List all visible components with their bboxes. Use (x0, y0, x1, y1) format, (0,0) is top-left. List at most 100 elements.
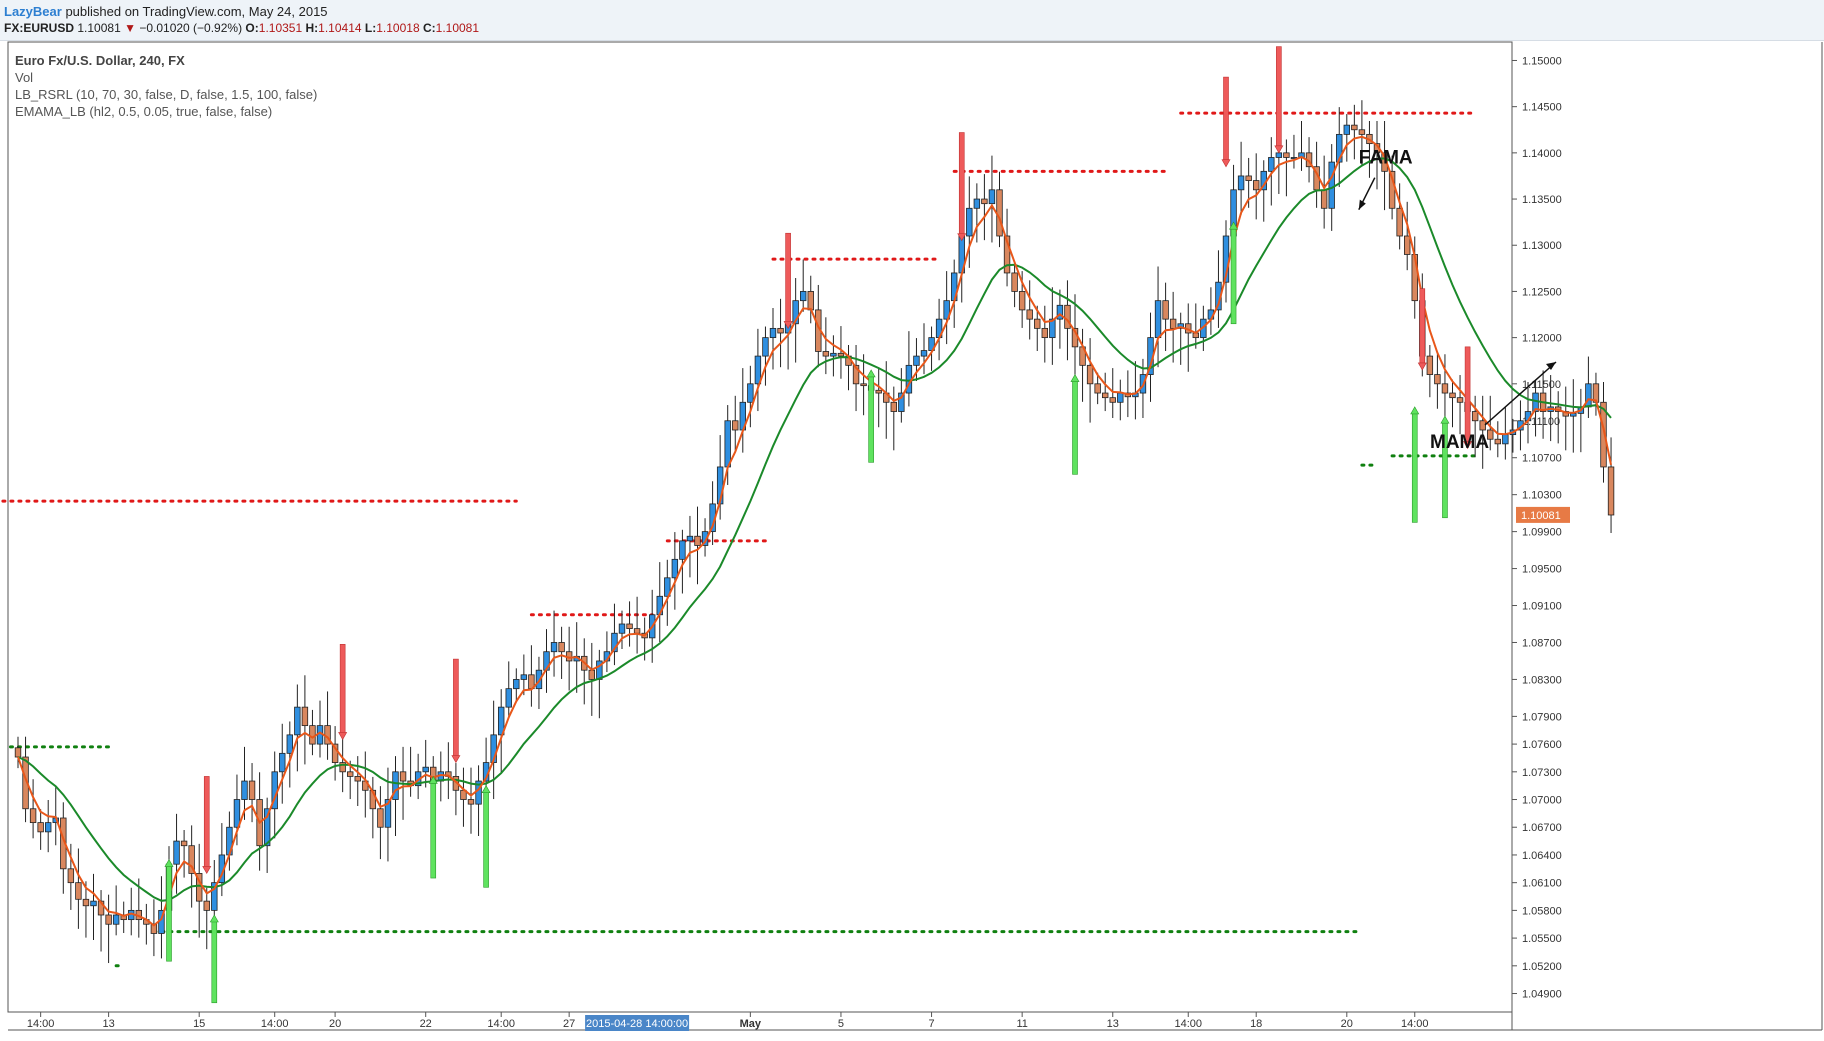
bull-candle (762, 337, 769, 357)
last-price-label: 1.10081 (1521, 510, 1561, 522)
bear-candle (996, 189, 1003, 237)
y-tick-label: 1.10300 (1522, 490, 1562, 502)
buy-signal-bar (430, 782, 437, 879)
publish-line: LazyBear published on TradingView.com, M… (4, 4, 328, 19)
bull-candle (966, 207, 973, 237)
bear-candle (1404, 235, 1411, 255)
y-tick-label: 1.14000 (1522, 148, 1562, 160)
bear-candle (1494, 438, 1501, 445)
sell-signal-bar (1419, 288, 1426, 365)
bear-candle (29, 808, 37, 824)
x-tick-label: 14:00 (1401, 1018, 1429, 1030)
close-value: 1.10081 (435, 21, 480, 35)
symbol-name: FX:EURUSD (4, 21, 75, 35)
x-tick-label: 14:00 (27, 1018, 55, 1030)
bull-candle (211, 882, 218, 911)
fama-line (17, 157, 1612, 902)
buy-arrow-icon (1229, 221, 1239, 230)
bull-candle (294, 706, 301, 736)
y-tick-label: 1.04900 (1522, 989, 1562, 1001)
y-tick-label: 1.12000 (1522, 333, 1562, 345)
sell-arrow-icon (1463, 441, 1473, 450)
bear-candle (467, 799, 475, 805)
bear-candle (75, 882, 82, 900)
bull-candle (1502, 434, 1509, 445)
sell-signal-bar (1276, 46, 1282, 148)
bear-candle (1253, 180, 1260, 191)
bull-candle (943, 300, 950, 320)
bear-candle (777, 327, 784, 334)
y-tick-label: 1.07600 (1522, 739, 1562, 751)
buy-signal-bar (1072, 380, 1078, 475)
bear-candle (1396, 207, 1403, 237)
legend-title: Euro Fx/U.S. Dollar, 240, FX (15, 53, 185, 68)
bear-candle (1109, 397, 1116, 403)
sell-signal-bar (203, 776, 210, 868)
mama-pointer-line (1484, 361, 1557, 426)
bear-candle (1479, 420, 1486, 431)
x-tick-label: May (740, 1018, 762, 1030)
y-tick-label: 1.15000 (1522, 55, 1562, 67)
sell-arrow-icon (338, 732, 348, 741)
bear-candle (14, 747, 22, 758)
sell-signal-bar (958, 132, 965, 235)
bull-candle (686, 535, 694, 542)
chart-header: LazyBear published on TradingView.com, M… (0, 0, 1824, 41)
legend-volume: Vol (15, 70, 34, 85)
bull-candle (384, 799, 392, 828)
buy-signal-bar (868, 375, 874, 463)
bear-candle (1449, 392, 1456, 399)
y-tick-label: 1.11500 (1522, 379, 1561, 391)
bull-candle (769, 327, 777, 339)
bull-candle (800, 291, 807, 302)
bull-candle (618, 623, 626, 634)
chart-legend: Euro Fx/U.S. Dollar, 240, FX Vol LB_RSRL… (15, 52, 317, 120)
x-tick-label: 14:00 (261, 1018, 289, 1030)
bear-candle (301, 706, 309, 727)
x-tick-label: 20 (329, 1018, 341, 1030)
sell-arrow-icon (202, 866, 212, 875)
sell-signal-bar (1223, 76, 1229, 162)
buy-arrow-icon (1070, 373, 1080, 382)
bull-candle (611, 632, 618, 653)
bear-candle (732, 420, 739, 431)
bull-candle (45, 822, 52, 833)
buy-arrow-icon (481, 785, 491, 793)
bull-candle (920, 350, 928, 357)
bull-candle (1336, 133, 1343, 163)
last-price-tag (1516, 506, 1570, 523)
legend-emama-indicator: EMAMA_LB (hl2, 0.5, 0.05, true, false, f… (15, 104, 273, 119)
symbol-line: FX:EURUSD 1.10081 ▼ −0.01020 (−0.92%) O:… (4, 21, 479, 35)
bear-candle (1320, 189, 1328, 209)
bull-candle (664, 577, 671, 597)
y-tick-label: 1.07900 (1522, 711, 1562, 723)
bull-candle (679, 540, 686, 560)
bull-candle (1049, 318, 1056, 339)
bull-candle (830, 352, 837, 357)
crosshair-date-label: 2015-04-28 14:00:00 (586, 1018, 688, 1030)
sell-arrow-icon (1417, 362, 1427, 371)
bear-candle (1086, 364, 1094, 385)
author-link[interactable]: LazyBear (4, 4, 62, 19)
x-tick-label: 13 (102, 1018, 114, 1030)
y-tick-label: 1.07300 (1522, 767, 1562, 779)
bear-candle (1426, 355, 1434, 375)
bear-candle (1034, 318, 1041, 329)
bear-candle (309, 725, 316, 745)
last-price: 1.10081 (77, 21, 121, 35)
sell-arrow-icon (1274, 145, 1284, 154)
bear-candle (346, 771, 354, 777)
bear-candle (1351, 124, 1358, 131)
bull-candle (754, 355, 762, 385)
sell-signal-bar (785, 232, 791, 323)
bull-candle (279, 752, 286, 773)
price-change: −0.01020 (−0.92%) (139, 21, 243, 35)
fama-arrow-icon (1358, 199, 1366, 210)
bull-candle (1268, 157, 1275, 172)
y-tick-label: 1.08300 (1522, 674, 1562, 686)
y-tick-label: 1.05200 (1522, 961, 1562, 973)
bull-candle (286, 734, 293, 754)
low-value: 1.10018 (376, 21, 420, 35)
bear-candle (694, 535, 701, 546)
